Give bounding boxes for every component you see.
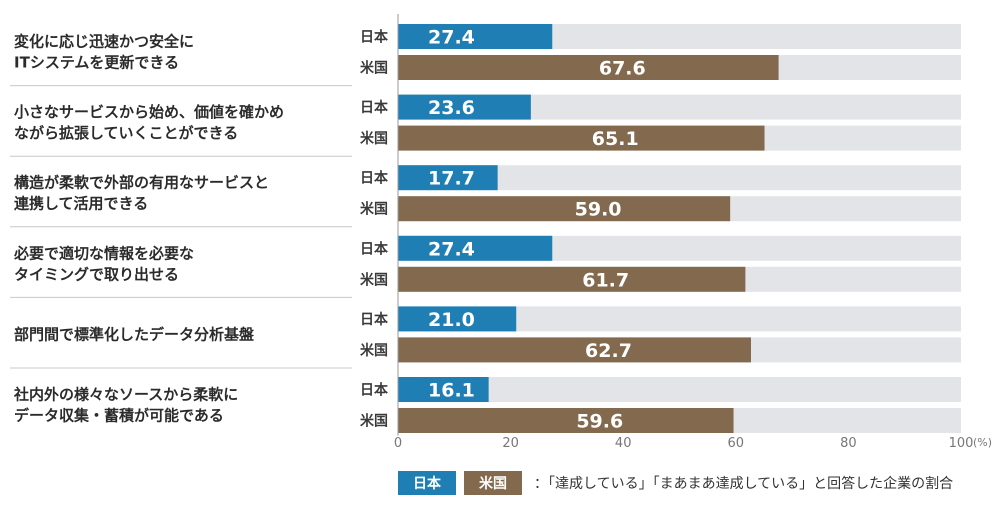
category-label: 小さなサービスから始め、価値を確かめ [14, 103, 284, 121]
series-label: 日本 [360, 170, 389, 187]
x-tick-label: 0 [394, 436, 402, 451]
category-label: ながら拡張していくことができる [14, 124, 238, 142]
series-label: 米国 [360, 413, 388, 430]
bar-japan [398, 24, 553, 49]
bar-japan [398, 94, 531, 120]
value-label: 27.4 [428, 238, 475, 260]
bar-usa [398, 337, 752, 363]
category-label: タイミングで取り出せる [14, 265, 179, 283]
bar-track [398, 377, 961, 402]
series-label: 日本 [360, 240, 389, 257]
category-label: ITシステムを更新できる [14, 54, 179, 72]
bar-usa [398, 408, 734, 433]
x-tick-label: 100 [949, 436, 974, 451]
legend: 日本 米国 ：「達成している」「まあまあ達成している」と回答した企業の割合 [398, 470, 953, 496]
bar-usa [398, 266, 746, 292]
value-label: 17.7 [428, 168, 475, 190]
category-label: 必要で適切な情報を必要な [13, 244, 194, 262]
series-label: 日本 [360, 29, 389, 46]
series-label: 米国 [360, 201, 388, 218]
category-label: 連携して活用できる [14, 195, 148, 213]
x-tick-label: 60 [728, 436, 745, 451]
x-tick-label: 20 [502, 436, 519, 451]
x-unit-label: (%) [973, 436, 992, 449]
x-tick-label: 40 [615, 436, 632, 451]
category-label: 構造が柔軟で外部の有用なサービスと [14, 174, 269, 192]
value-label: 67.6 [599, 58, 646, 80]
series-label: 米国 [360, 271, 388, 288]
x-tick-label: 80 [840, 436, 857, 451]
bar-usa [398, 196, 731, 222]
category-label: データ収集・蓄積が可能である [14, 407, 224, 425]
bar-japan [398, 235, 553, 261]
series-label: 米国 [360, 130, 388, 147]
bar-japan [398, 165, 498, 191]
bar-japan [398, 306, 517, 332]
series-label: 米国 [360, 60, 388, 77]
series-label: 米国 [360, 342, 388, 359]
value-label: 59.0 [575, 199, 622, 221]
value-label: 62.7 [585, 340, 632, 362]
value-label: 59.6 [576, 411, 623, 433]
value-label: 27.4 [428, 27, 475, 49]
series-label: 日本 [360, 382, 389, 399]
bar-usa [398, 55, 779, 80]
legend-japan: 日本 [398, 471, 456, 495]
value-label: 21.0 [428, 309, 475, 331]
value-label: 23.6 [428, 97, 475, 119]
value-label: 16.1 [428, 380, 475, 402]
series-label: 日本 [360, 311, 389, 328]
series-label: 日本 [360, 99, 389, 116]
bar-japan [398, 377, 489, 402]
category-label: 部門間で標準化したデータ分析基盤 [14, 325, 255, 343]
legend-usa: 米国 [464, 471, 522, 495]
bar-usa [398, 125, 765, 151]
category-label: 変化に応じ迅速かつ安全に [14, 33, 194, 51]
legend-note: ：「達成している」「まあまあ達成している」と回答した企業の割合 [534, 476, 954, 492]
value-label: 65.1 [592, 128, 639, 150]
category-label: 社内外の様々なソースから柔軟に [13, 386, 238, 404]
value-label: 61.7 [582, 269, 629, 291]
